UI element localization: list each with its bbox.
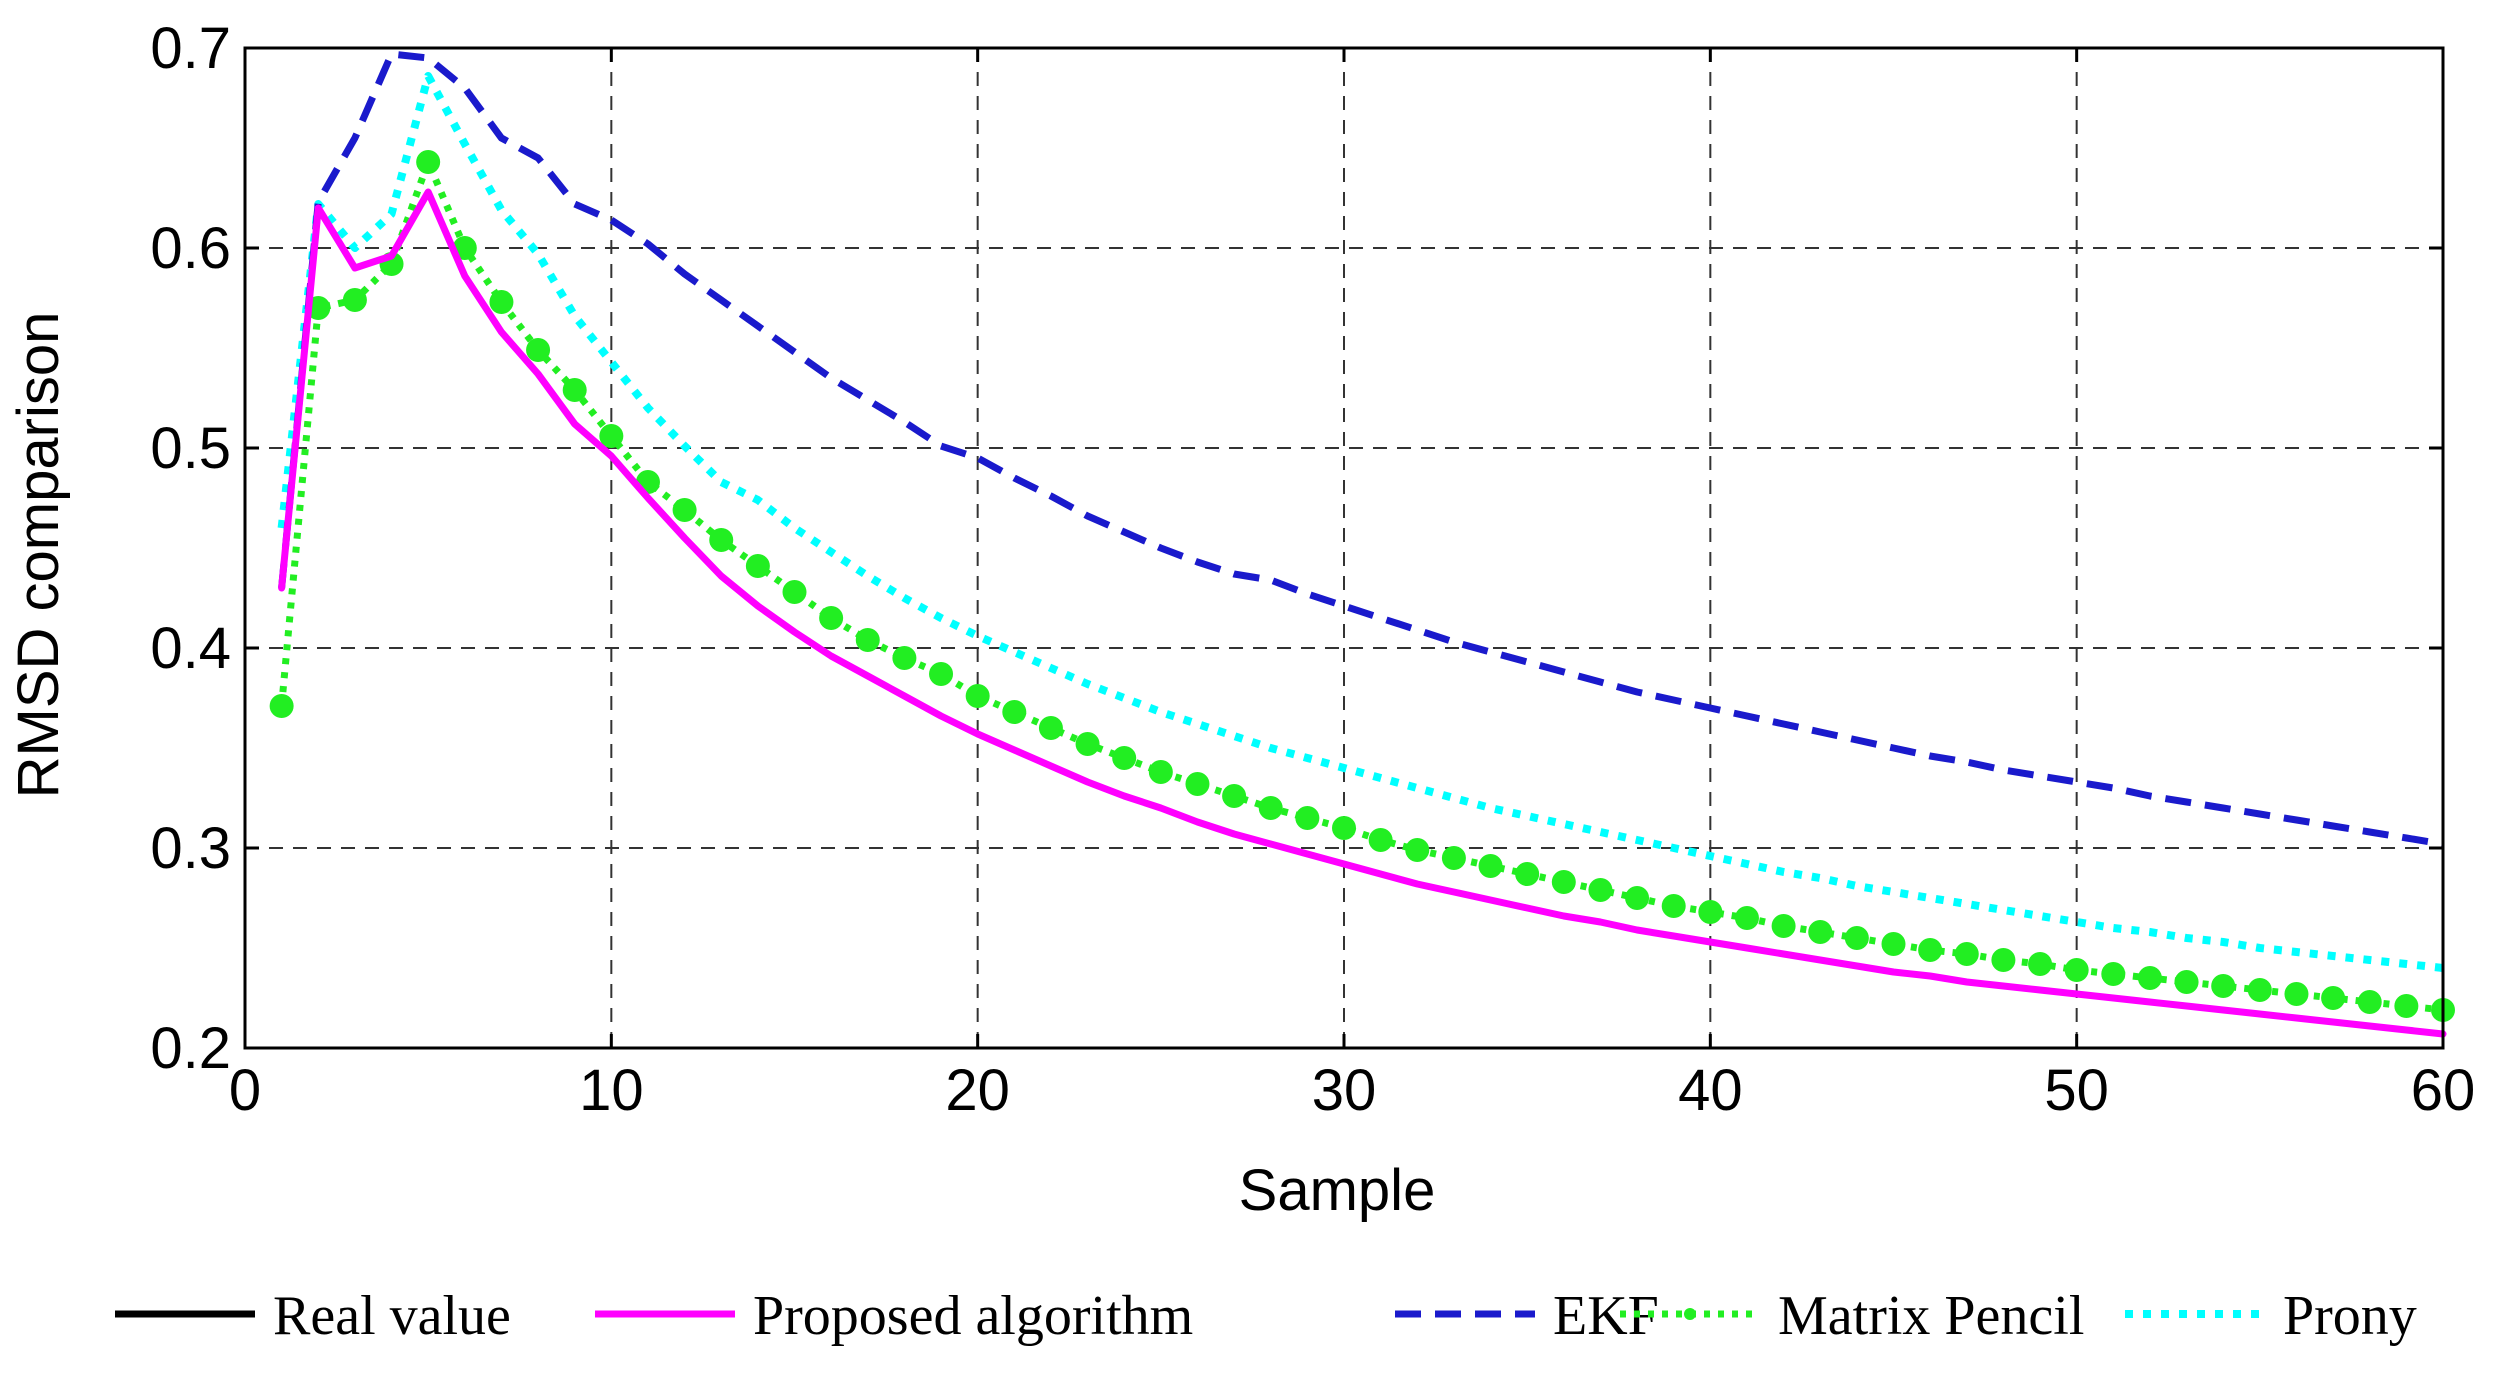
data-point-matrix-pencil bbox=[1515, 862, 1540, 886]
data-point-matrix-pencil bbox=[1588, 878, 1613, 902]
data-point-matrix-pencil bbox=[709, 528, 734, 552]
x-tick-label: 50 bbox=[2044, 1058, 2109, 1123]
data-point-matrix-pencil bbox=[965, 684, 990, 708]
series-line-ekf bbox=[278, 50, 2444, 848]
legend-marker-matrix-pencil bbox=[1684, 1308, 1696, 1320]
legend-label-matrix-pencil: Matrix Pencil bbox=[1778, 1285, 2084, 1347]
data-point-matrix-pencil bbox=[489, 290, 514, 314]
y-tick-label: 0.2 bbox=[150, 1016, 231, 1081]
series-layer bbox=[269, 50, 2455, 1038]
data-point-matrix-pencil bbox=[1918, 938, 1943, 962]
data-point-matrix-pencil bbox=[1954, 942, 1979, 966]
data-point-matrix-pencil bbox=[269, 694, 294, 718]
data-point-matrix-pencil bbox=[2174, 970, 2199, 994]
data-point-matrix-pencil bbox=[929, 662, 954, 686]
data-point-matrix-pencil bbox=[1222, 784, 1247, 808]
data-point-matrix-pencil bbox=[1441, 846, 1466, 870]
x-tick-label: 40 bbox=[1678, 1058, 1743, 1123]
data-point-matrix-pencil bbox=[526, 338, 551, 362]
data-point-matrix-pencil bbox=[2064, 958, 2089, 982]
data-point-matrix-pencil bbox=[2321, 986, 2346, 1010]
data-point-matrix-pencil bbox=[2394, 994, 2419, 1018]
data-point-matrix-pencil bbox=[1148, 760, 1173, 784]
legend-label-prony: Prony bbox=[2283, 1285, 2417, 1347]
data-point-matrix-pencil bbox=[2247, 978, 2272, 1002]
data-point-matrix-pencil bbox=[745, 554, 770, 578]
data-point-matrix-pencil bbox=[1551, 870, 1576, 894]
data-point-matrix-pencil bbox=[855, 628, 880, 652]
x-tick-label: 60 bbox=[2411, 1058, 2476, 1123]
data-point-matrix-pencil bbox=[819, 606, 844, 630]
data-point-matrix-pencil bbox=[1405, 838, 1430, 862]
data-point-matrix-pencil bbox=[1112, 746, 1137, 770]
y-tick-label: 0.4 bbox=[150, 616, 231, 681]
y-tick-label: 0.5 bbox=[150, 416, 231, 481]
legend-label-real-value: Real value bbox=[273, 1285, 511, 1347]
data-point-matrix-pencil bbox=[2137, 966, 2162, 990]
data-point-matrix-pencil bbox=[342, 288, 367, 312]
data-point-matrix-pencil bbox=[1844, 926, 1869, 950]
data-point-matrix-pencil bbox=[1661, 894, 1686, 918]
data-point-matrix-pencil bbox=[672, 498, 697, 522]
data-point-matrix-pencil bbox=[782, 580, 807, 604]
data-point-matrix-pencil bbox=[562, 378, 587, 402]
series-line-prony bbox=[277, 72, 2444, 972]
data-point-matrix-pencil bbox=[1734, 906, 1759, 930]
data-point-matrix-pencil bbox=[892, 646, 917, 670]
data-point-matrix-pencil bbox=[1368, 828, 1393, 852]
x-axis-label: Sample bbox=[1239, 1158, 1436, 1223]
data-point-matrix-pencil bbox=[1002, 700, 1027, 724]
data-point-matrix-pencil bbox=[2101, 962, 2126, 986]
data-point-matrix-pencil bbox=[1698, 900, 1723, 924]
legend-label-proposed-algorithm: Proposed algorithm bbox=[753, 1285, 1193, 1347]
y-tick-label: 0.6 bbox=[150, 216, 231, 281]
x-tick-label: 30 bbox=[1312, 1058, 1377, 1123]
data-point-matrix-pencil bbox=[599, 424, 624, 448]
data-point-matrix-pencil bbox=[1038, 716, 1063, 740]
legend-label-ekf: EKF bbox=[1553, 1285, 1659, 1347]
data-point-matrix-pencil bbox=[1808, 920, 1833, 944]
data-point-matrix-pencil bbox=[2211, 974, 2236, 998]
data-point-matrix-pencil bbox=[1185, 772, 1210, 796]
data-point-matrix-pencil bbox=[1478, 854, 1503, 878]
legend: Real value Proposed algorithm EKF Matrix Pe… bbox=[115, 1285, 2417, 1347]
data-point-matrix-pencil bbox=[1991, 948, 2016, 972]
data-point-matrix-pencil bbox=[416, 150, 441, 174]
x-tick-label: 20 bbox=[945, 1058, 1010, 1123]
data-point-matrix-pencil bbox=[2357, 990, 2382, 1014]
y-tick-label: 0.3 bbox=[150, 816, 231, 881]
data-point-matrix-pencil bbox=[1075, 732, 1100, 756]
data-point-matrix-pencil bbox=[1295, 806, 1320, 830]
data-point-matrix-pencil bbox=[1881, 932, 1906, 956]
data-point-matrix-pencil bbox=[1771, 914, 1796, 938]
y-tick-label: 0.7 bbox=[150, 16, 231, 81]
data-point-matrix-pencil bbox=[1332, 816, 1356, 840]
axis-ticks: 0 10 20 30 40 50 60 0.2 0.3 0.4 0.5 0.6 0.7 bbox=[150, 16, 2475, 1123]
series-line-proposed-algorithm bbox=[278, 188, 2447, 1038]
data-point-matrix-pencil bbox=[1258, 796, 1283, 820]
x-tick-label: 10 bbox=[579, 1058, 644, 1123]
data-point-matrix-pencil bbox=[1625, 886, 1650, 910]
y-axis-label: RMSD comparison bbox=[6, 312, 71, 799]
data-point-matrix-pencil bbox=[2028, 952, 2053, 976]
x-tick-label: 0 bbox=[229, 1058, 261, 1123]
data-point-matrix-pencil bbox=[2284, 982, 2309, 1006]
